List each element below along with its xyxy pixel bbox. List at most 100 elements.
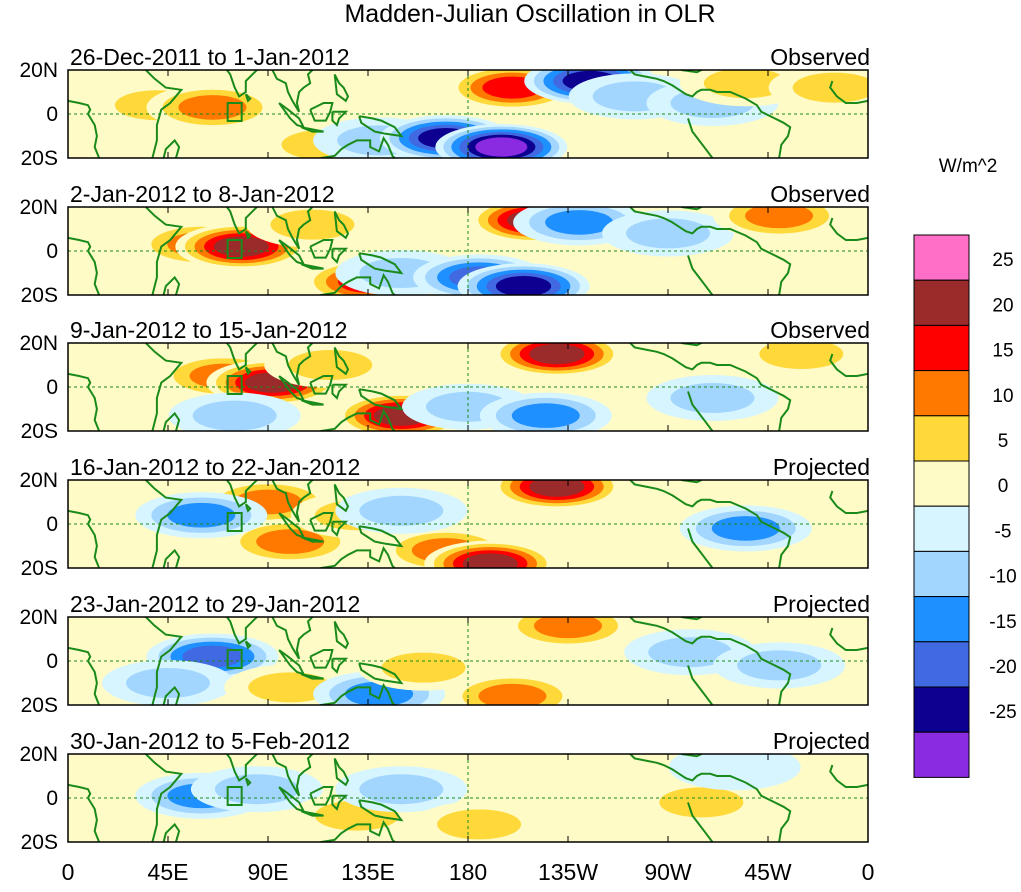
coastline	[162, 411, 181, 431]
panel-period-label: 23-Jan-2012 to 29-Jan-2012	[70, 591, 360, 617]
panel-type-label: Projected	[773, 728, 870, 754]
anomaly-contour	[359, 495, 444, 526]
anomaly-contour	[495, 276, 552, 295]
anomaly-contour	[668, 754, 801, 791]
anomaly-cell	[335, 487, 468, 534]
x-tick-label: 90E	[248, 859, 289, 885]
panel-type-label: Projected	[773, 454, 870, 480]
coastline	[331, 247, 349, 264]
colorbar-swatch	[913, 550, 970, 598]
coastline	[629, 343, 792, 431]
coastline	[145, 480, 184, 568]
colorbar-label: 15	[992, 341, 1013, 362]
anomaly-cell	[679, 505, 812, 552]
x-tick-label: 45E	[148, 859, 189, 885]
anomaly-contour	[178, 95, 247, 120]
y-tick-label: 20N	[19, 743, 58, 766]
anomaly-contour	[462, 553, 518, 568]
coastline	[300, 399, 324, 406]
y-tick-label: 20N	[19, 332, 58, 355]
coastline	[687, 802, 714, 842]
coastline	[162, 138, 181, 158]
anomaly-cell	[102, 660, 234, 705]
coastline	[829, 353, 868, 377]
y-tick-label: 0	[46, 513, 58, 536]
coastline	[681, 207, 704, 211]
coastline	[244, 366, 252, 376]
coastline	[331, 520, 349, 537]
coastline	[687, 665, 714, 705]
coastline	[333, 483, 350, 513]
panel-type-label: Observed	[770, 317, 870, 343]
colorbar-swatch	[913, 686, 970, 733]
coastline	[162, 822, 181, 842]
x-tick-label: 135E	[341, 859, 395, 885]
anomaly-cell	[246, 207, 379, 248]
coastline	[145, 617, 184, 705]
y-tick-label: 0	[46, 103, 58, 126]
coastline	[194, 207, 314, 250]
colorbar-swatch	[913, 505, 970, 552]
coastline	[145, 207, 184, 295]
coastline	[331, 794, 349, 811]
coastline	[309, 375, 334, 395]
coastline	[681, 343, 704, 347]
coastline	[244, 777, 252, 787]
coastline	[829, 490, 868, 514]
colorbar-label: 0	[998, 476, 1009, 497]
coastline	[244, 640, 252, 650]
coastline	[333, 210, 350, 240]
coastline	[300, 673, 324, 680]
panel-period-label: 9-Jan-2012 to 15-Jan-2012	[70, 317, 347, 343]
anomaly-contour	[381, 652, 466, 683]
map-panel: 20N 0 20S 9-Jan-2012 to 15-Jan-2012 Observed	[19, 317, 870, 443]
anomaly-contour	[475, 137, 528, 157]
colorbar-label: -20	[989, 657, 1016, 678]
anomaly-contour	[511, 403, 580, 428]
colorbar-swatch	[913, 641, 970, 688]
coastline	[333, 346, 350, 376]
anomaly-cell	[357, 644, 490, 691]
panel-period-label: 16-Jan-2012 to 22-Jan-2012	[70, 454, 360, 480]
panel-period-label: 30-Jan-2012 to 5-Feb-2012	[70, 728, 350, 754]
map-panel: 20N 0 20S 26-Dec-2011 to 1-Jan-2012 Observed	[19, 44, 870, 170]
coastline	[244, 503, 252, 513]
anomaly-cell	[646, 375, 779, 421]
anomaly-cell	[602, 210, 734, 257]
y-tick-label: 0	[46, 376, 58, 399]
index-region-box	[226, 786, 243, 806]
anomaly-contour	[534, 617, 602, 639]
coastline	[145, 70, 184, 158]
anomaly-cell	[735, 343, 868, 377]
coastline	[331, 383, 349, 400]
coastline	[331, 657, 349, 674]
y-tick-label: 20N	[19, 59, 58, 82]
y-tick-label: 0	[46, 650, 58, 673]
coastline	[162, 548, 181, 568]
anomaly-contour	[648, 637, 733, 668]
anomaly-contour	[792, 72, 868, 103]
colorbar-label: -10	[989, 567, 1016, 588]
coastline	[629, 70, 792, 158]
anomaly-cell	[635, 779, 768, 826]
anomaly-cell	[490, 343, 623, 377]
index-region-box	[226, 102, 243, 122]
colorbar-unit-label: W/m^2	[939, 156, 998, 177]
colorbar-swatch	[913, 279, 970, 326]
colorbar-label: -25	[989, 702, 1016, 723]
anomaly-contour	[626, 218, 710, 249]
y-tick-label: 20N	[19, 469, 58, 492]
y-tick-label: 20S	[21, 694, 58, 717]
colorbar-label: 10	[992, 386, 1013, 407]
coastline	[681, 70, 704, 74]
coastline	[309, 512, 334, 532]
coastline	[194, 70, 314, 113]
panel-period-label: 26-Dec-2011 to 1-Jan-2012	[70, 44, 350, 70]
anomaly-cell	[435, 124, 568, 158]
coastline	[358, 525, 404, 548]
coastline	[309, 649, 334, 669]
map-panel: 20N 0 20S 23-Jan-2012 to 29-Jan-2012 Project…	[19, 591, 870, 717]
y-tick-label: 0	[46, 787, 58, 810]
map-panel: 20N 0 20S 2-Jan-2012 to 8-Jan-2012 Observed	[19, 181, 870, 307]
coastline	[687, 118, 714, 158]
